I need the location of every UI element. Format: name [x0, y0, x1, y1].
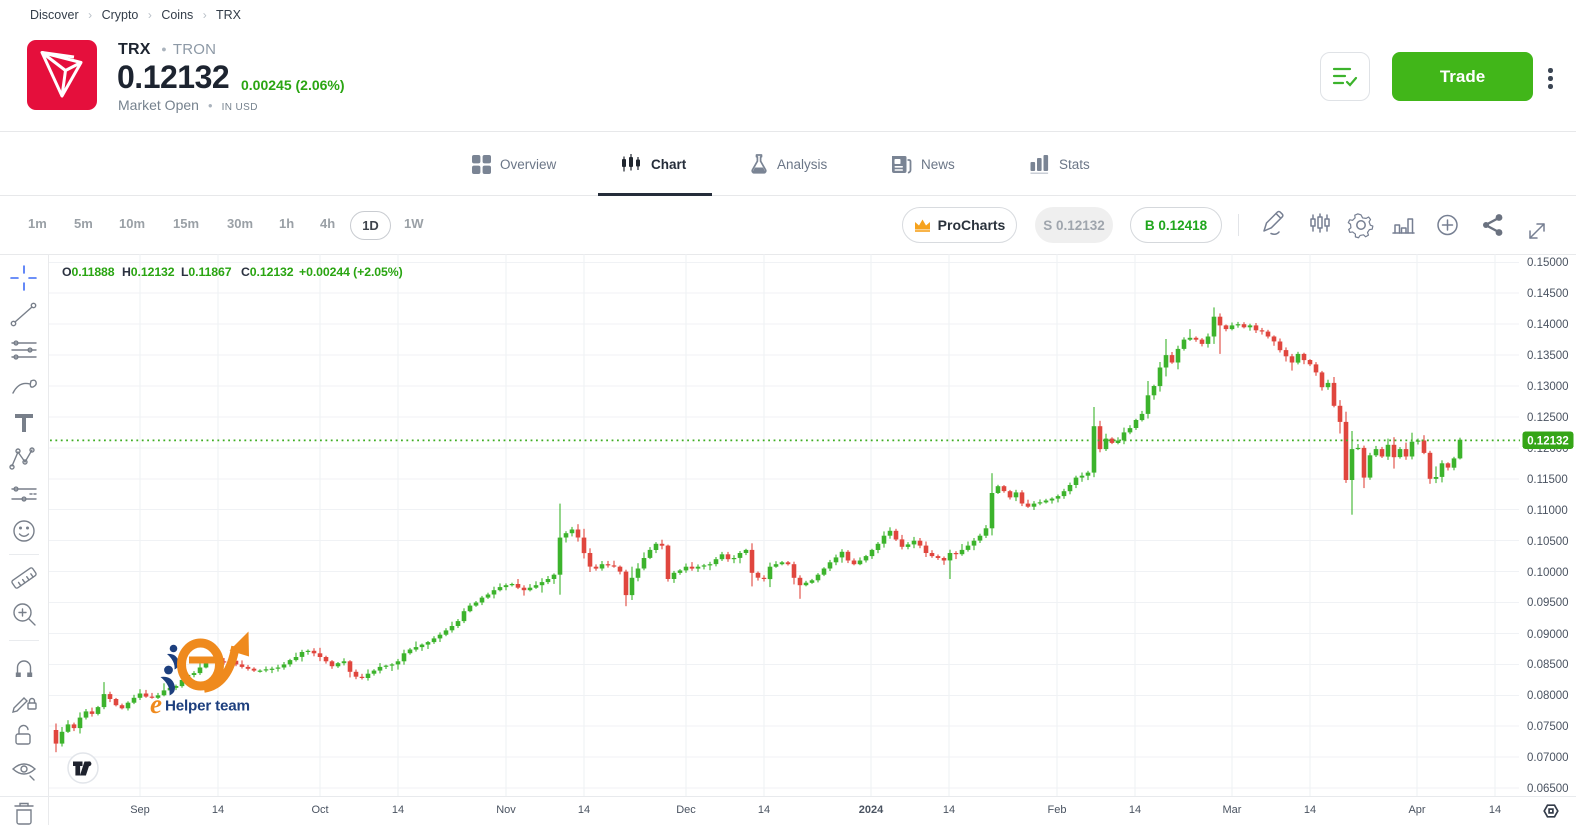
svg-text:Feb: Feb [1048, 804, 1067, 816]
svg-text:Sep: Sep [130, 804, 150, 816]
svg-text:14: 14 [392, 804, 404, 816]
svg-text:0.10500: 0.10500 [1527, 536, 1569, 548]
svg-text:0.11500: 0.11500 [1527, 474, 1568, 486]
svg-text:2024: 2024 [859, 804, 884, 816]
svg-text:Apr: Apr [1408, 804, 1425, 816]
svg-text:Nov: Nov [496, 804, 516, 816]
svg-text:0.11000: 0.11000 [1527, 505, 1568, 517]
svg-text:14: 14 [1129, 804, 1141, 816]
svg-text:0.14000: 0.14000 [1527, 319, 1569, 331]
svg-text:0.12500: 0.12500 [1527, 412, 1569, 424]
svg-text:14: 14 [758, 804, 770, 816]
svg-text:14: 14 [212, 804, 224, 816]
svg-text:e: e [150, 689, 162, 719]
svg-text:0.10000: 0.10000 [1527, 567, 1569, 579]
svg-text:0.08000: 0.08000 [1527, 690, 1569, 702]
svg-text:Mar: Mar [1223, 804, 1242, 816]
svg-text:0.08500: 0.08500 [1527, 659, 1569, 671]
svg-text:0.13000: 0.13000 [1527, 381, 1569, 393]
svg-text:0.14500: 0.14500 [1527, 288, 1569, 300]
svg-text:0.13500: 0.13500 [1527, 350, 1569, 362]
svg-text:Oct: Oct [311, 804, 328, 816]
svg-text:Dec: Dec [676, 804, 696, 816]
svg-text:0.09500: 0.09500 [1527, 597, 1569, 609]
svg-text:14: 14 [1304, 804, 1316, 816]
svg-text:0.07000: 0.07000 [1527, 752, 1569, 764]
svg-text:14: 14 [578, 804, 590, 816]
svg-text:0.09000: 0.09000 [1527, 629, 1569, 641]
svg-text:0.15000: 0.15000 [1527, 257, 1569, 269]
svg-text:Helper team: Helper team [165, 698, 250, 715]
svg-text:14: 14 [943, 804, 955, 816]
svg-text:0.06500: 0.06500 [1527, 783, 1569, 795]
svg-text:14: 14 [1489, 804, 1501, 816]
svg-text:0.12132: 0.12132 [1527, 436, 1569, 448]
svg-text:0.07500: 0.07500 [1527, 721, 1569, 733]
